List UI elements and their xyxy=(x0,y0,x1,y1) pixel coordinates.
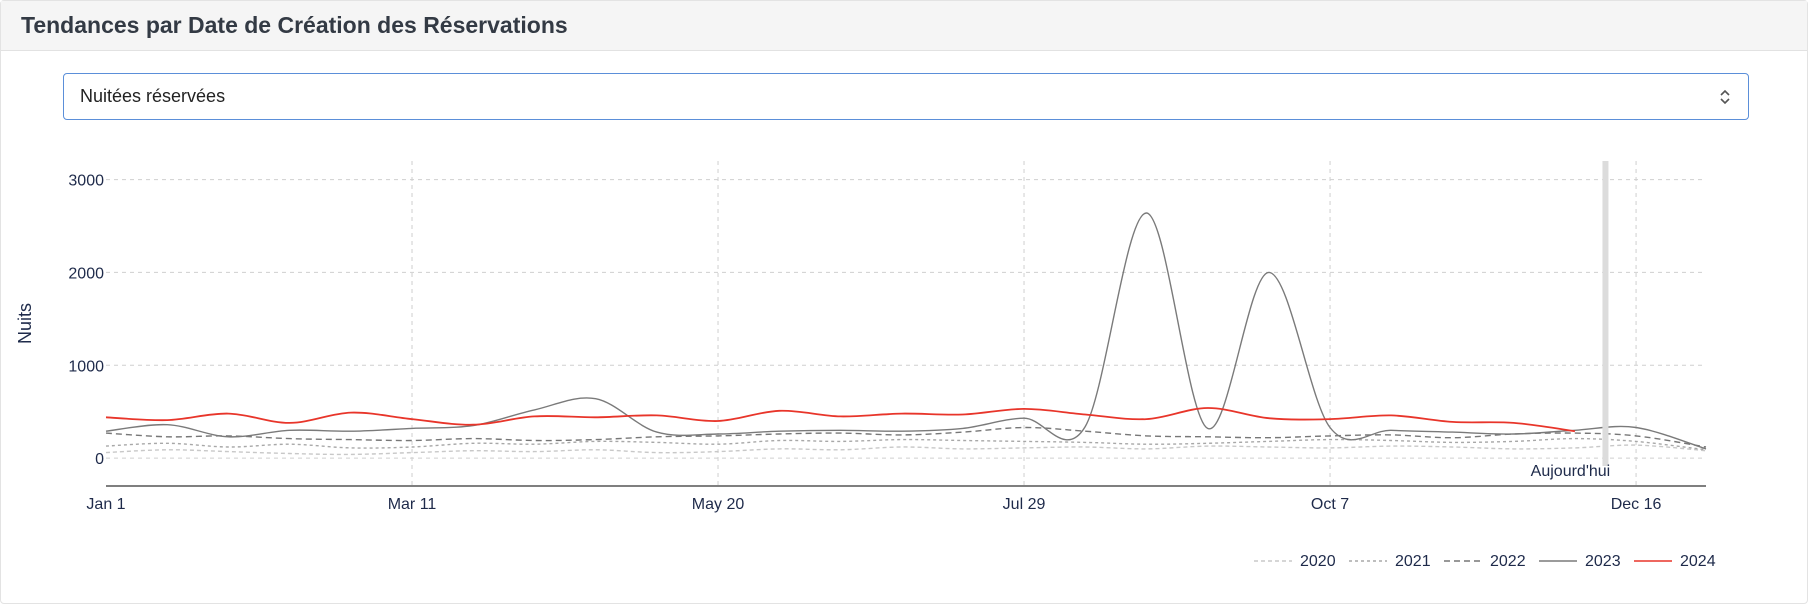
series-line-2024 xyxy=(105,407,1576,433)
axes: 0 1000 2000 3000 Jan 1 Mar 11 May 20 Jul 29 Oct … xyxy=(15,173,1706,513)
trends-chart: 0 1000 2000 3000 Jan 1 Mar 11 May 20 Jul 29 Oct … xyxy=(15,161,1716,570)
legend-label: 2020 xyxy=(1300,553,1336,570)
series-line-2021 xyxy=(105,437,1707,451)
y-axis-title: Nuits xyxy=(15,303,35,344)
x-tick-label: Jul 29 xyxy=(1003,496,1046,513)
series-line-2022 xyxy=(105,426,1707,448)
y-tick-label: 0 xyxy=(95,451,104,468)
series-lines xyxy=(105,212,1707,456)
x-tick-label: Oct 7 xyxy=(1311,496,1349,513)
x-tick-label: May 20 xyxy=(692,496,745,513)
today-marker-band xyxy=(1602,161,1609,466)
legend-label: 2022 xyxy=(1490,553,1526,570)
y-tick-label: 2000 xyxy=(68,265,104,282)
card-header: Tendances par Date de Création des Réser… xyxy=(1,1,1807,51)
today-marker-label: Aujourd'hui xyxy=(1531,463,1611,480)
legend-label: 2024 xyxy=(1680,553,1716,570)
x-tick-label: Dec 16 xyxy=(1611,496,1662,513)
legend[interactable]: 2020 2021 2022 2023 2024 xyxy=(1254,553,1716,570)
legend-item-2024[interactable]: 2024 xyxy=(1634,553,1716,570)
legend-item-2023[interactable]: 2023 xyxy=(1539,553,1621,570)
legend-label: 2023 xyxy=(1585,553,1621,570)
metric-select-value: Nuitées réservées xyxy=(80,86,226,106)
legend-label: 2021 xyxy=(1395,553,1431,570)
card-title: Tendances par Date de Création des Réser… xyxy=(21,12,568,38)
series-line-2023 xyxy=(105,212,1707,450)
chevron-up-down-icon xyxy=(1720,89,1730,104)
legend-item-2020[interactable]: 2020 xyxy=(1254,553,1336,570)
y-tick-label: 3000 xyxy=(68,173,104,190)
x-tick-label: Jan 1 xyxy=(86,496,125,513)
x-tick-label: Mar 11 xyxy=(388,496,437,513)
legend-item-2022[interactable]: 2022 xyxy=(1444,553,1526,570)
today-marker: Aujourd'hui xyxy=(1531,161,1611,480)
legend-item-2021[interactable]: 2021 xyxy=(1349,553,1431,570)
metric-select[interactable]: Nuitées réservées xyxy=(63,73,1749,120)
series-line-2020 xyxy=(105,444,1707,456)
grid-lines xyxy=(106,161,1706,486)
y-tick-label: 1000 xyxy=(68,358,104,375)
